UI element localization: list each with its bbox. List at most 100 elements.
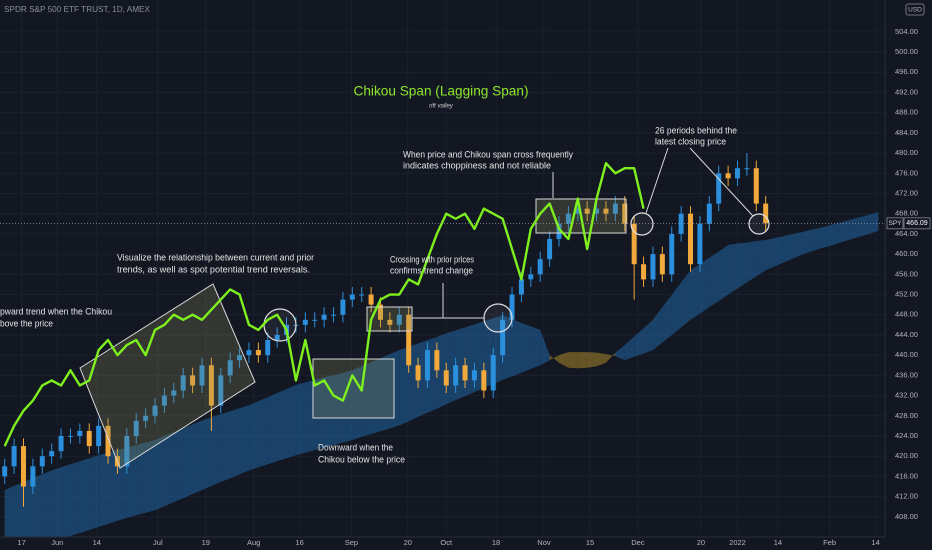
cloud-segment — [587, 352, 597, 368]
candle-body — [518, 279, 524, 295]
candle-body — [678, 213, 684, 234]
cloud-segment — [295, 382, 306, 456]
currency-box[interactable] — [905, 3, 925, 16]
chikou-line — [3, 161, 645, 447]
candle-body — [67, 435, 73, 437]
candle-body — [161, 395, 167, 406]
x-tick-label: Jul — [153, 538, 163, 547]
x-tick-label: 14 — [774, 538, 782, 547]
cloud-segment — [446, 330, 456, 405]
drawings — [79, 147, 770, 469]
currency: USD — [908, 7, 922, 14]
cloud-segment — [465, 324, 475, 397]
annotation: trends, as well as spot potential trend … — [117, 264, 310, 274]
cloud-segment — [455, 327, 466, 401]
y-tick-label: 472.00 — [895, 188, 918, 197]
candle-body — [612, 203, 618, 214]
cloud-segment — [652, 307, 663, 351]
candle-body — [556, 223, 562, 239]
candle-body — [462, 365, 468, 381]
cloud-segment — [634, 328, 644, 357]
leader-line — [689, 147, 754, 217]
cloud-segment — [258, 397, 268, 468]
cloud-segment — [248, 401, 259, 471]
y-tick-label: 492.00 — [895, 87, 918, 96]
candle-body — [594, 208, 600, 214]
y-tick-label: 436.00 — [895, 370, 918, 379]
candle-body — [105, 425, 111, 457]
cloud-segment — [737, 242, 747, 289]
cloud-segment — [399, 346, 409, 426]
annotation: confirms trend change — [390, 265, 473, 275]
chart-title: Chikou Span (Lagging Span) — [354, 83, 529, 99]
annotation: indicates choppiness and not reliable — [403, 160, 551, 170]
candle-body — [697, 223, 703, 265]
x-tick-label: Oct — [440, 538, 453, 547]
candle-body — [274, 334, 280, 340]
cloud-segment — [14, 481, 24, 547]
lines — [0, 161, 885, 447]
candle-body — [246, 350, 252, 356]
candle-body — [725, 173, 731, 179]
x-tick-label: 14 — [93, 538, 101, 547]
candle-body — [58, 435, 64, 452]
candle-body — [302, 319, 308, 325]
y-tick-label: 420.00 — [895, 451, 918, 460]
cloud-segment — [662, 295, 672, 343]
candle-body — [11, 446, 17, 467]
x-tick-label: Sep — [345, 538, 358, 547]
x-tick-label: 20 — [404, 538, 412, 547]
annotation: latest closing price — [655, 136, 726, 146]
cloud-segment — [671, 282, 682, 335]
leader-line — [645, 147, 669, 214]
cloud-segment — [32, 474, 43, 545]
cloud-segment — [192, 420, 202, 495]
cloud-segment — [699, 257, 710, 314]
candle-body — [481, 370, 487, 391]
cloud-segment — [709, 251, 719, 308]
cloud-segment — [389, 350, 400, 429]
time-axis — [0, 537, 932, 550]
candle-body — [537, 259, 543, 275]
cloud-segment — [108, 450, 118, 524]
chart-subtitle: rift valley — [429, 104, 454, 110]
cloud-segment — [380, 354, 390, 432]
cloud-segment — [51, 467, 62, 543]
cloud-segment — [220, 411, 231, 482]
candle-body — [650, 254, 656, 280]
candle-body — [641, 264, 647, 280]
x-tick-label: 16 — [296, 538, 304, 547]
candle-body — [190, 375, 196, 386]
y-tick-label: 484.00 — [895, 128, 918, 137]
y-tick-label: 424.00 — [895, 431, 918, 440]
cloud-segment — [718, 245, 729, 302]
candle-body — [171, 390, 177, 396]
candle-body — [199, 365, 205, 386]
candle-body — [152, 405, 158, 416]
candle-body — [377, 304, 383, 320]
cloud-segment — [681, 270, 691, 328]
candle-body — [265, 339, 271, 356]
cloud-segment — [765, 237, 776, 271]
x-tick-label: Aug — [247, 538, 260, 547]
candle-body — [312, 319, 318, 321]
candle-body — [387, 319, 393, 325]
cloud-segment — [568, 352, 578, 369]
candle-body — [237, 355, 243, 361]
cloud-segment — [643, 319, 653, 354]
candle-body — [2, 466, 8, 477]
y-tick-label: 428.00 — [895, 411, 918, 420]
x-tick-label: 18 — [492, 538, 500, 547]
candle-body — [124, 435, 130, 467]
candle-body — [744, 168, 750, 170]
candle-body — [49, 451, 55, 457]
candle-body — [584, 208, 590, 214]
x-tick-label: Dec — [631, 538, 645, 547]
annotation: Downward when the — [318, 442, 393, 452]
cloud-segment — [89, 455, 99, 530]
candle-body — [227, 360, 233, 376]
cloud-segment — [211, 414, 221, 486]
cloud-segment — [558, 352, 569, 368]
cloud-segment — [239, 405, 249, 475]
